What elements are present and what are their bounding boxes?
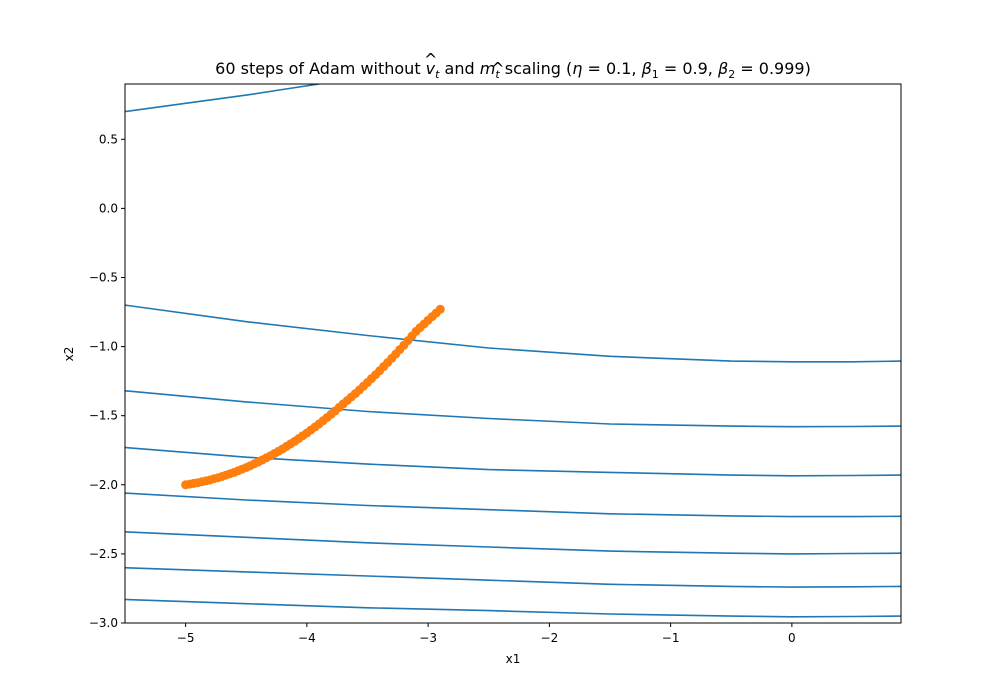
contour-line-3 bbox=[125, 446, 901, 477]
y-axis-ticks: 0.5 0.0 −0.5 −1.0 −1.5 −2.0 −2.5 −3.0 bbox=[89, 132, 125, 630]
y-tick-label: −2.5 bbox=[89, 547, 118, 561]
y-tick-label: 0.0 bbox=[99, 201, 118, 215]
contour-line-1 bbox=[125, 304, 901, 363]
hat-accent: ^ bbox=[424, 50, 437, 69]
contour-line-6 bbox=[125, 566, 901, 588]
y-tick-label: −1.0 bbox=[89, 340, 118, 354]
y-axis-label: x2 bbox=[62, 347, 76, 362]
x-tick-label: −5 bbox=[177, 631, 195, 645]
x-axis-label: x1 bbox=[506, 652, 521, 666]
y-tick-label: 0.5 bbox=[99, 132, 118, 146]
x-tick-label: 0 bbox=[788, 631, 796, 645]
y-tick-label: −0.5 bbox=[89, 270, 118, 284]
x-tick-label: −1 bbox=[662, 631, 680, 645]
y-tick-label: −3.0 bbox=[89, 616, 118, 630]
trajectory-line bbox=[185, 308, 441, 486]
contour-line-0 bbox=[125, 84, 320, 113]
contour-line-2 bbox=[125, 390, 901, 428]
x-axis-ticks: −5 −4 −3 −2 −1 0 bbox=[177, 623, 796, 645]
title-hats: ^ ^ bbox=[424, 50, 505, 78]
plot-frame bbox=[124, 83, 902, 624]
contour-line-7 bbox=[125, 598, 901, 618]
x-tick-label: −3 bbox=[419, 631, 437, 645]
x-tick-label: −2 bbox=[541, 631, 559, 645]
hat-accent: ^ bbox=[491, 59, 504, 78]
contour-line-5 bbox=[125, 531, 901, 555]
y-tick-label: −1.5 bbox=[89, 409, 118, 423]
contour-line-4 bbox=[125, 492, 901, 518]
trajectory-points bbox=[181, 304, 445, 490]
x-tick-label: −4 bbox=[298, 631, 316, 645]
y-tick-label: −2.0 bbox=[89, 478, 118, 492]
contour-lines bbox=[125, 84, 901, 618]
chart-title: 60 steps of Adam without vt and mt scali… bbox=[215, 59, 811, 81]
trajectory-point bbox=[435, 304, 445, 314]
